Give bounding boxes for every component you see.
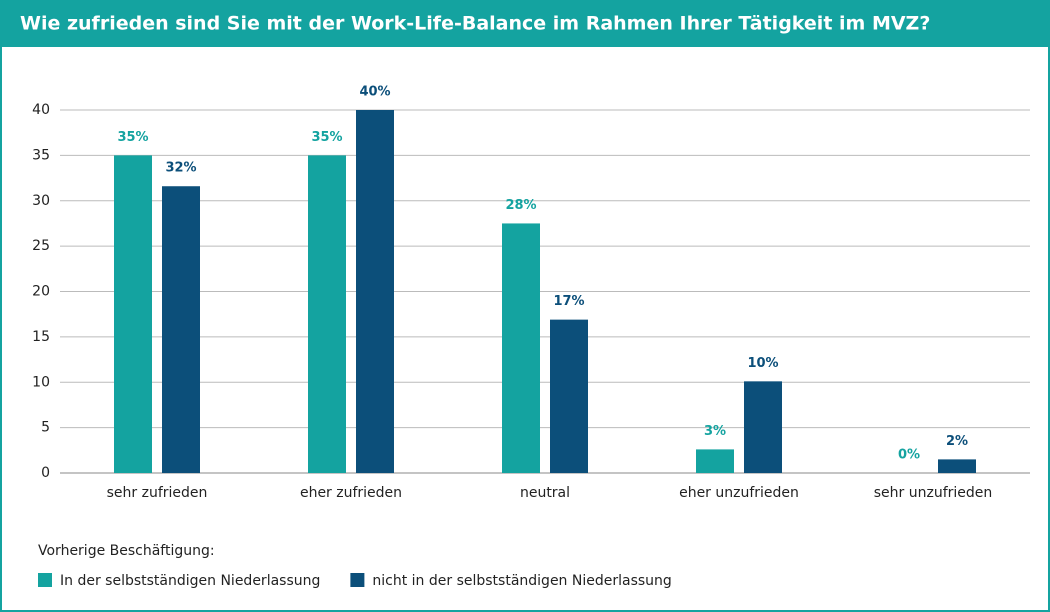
bar xyxy=(356,110,394,473)
y-tick-label: 30 xyxy=(32,193,50,209)
x-tick-label: eher zufrieden xyxy=(300,485,402,501)
legend-label: nicht in der selbstständigen Niederlassu… xyxy=(372,573,671,589)
bar xyxy=(696,449,734,473)
x-tick-label: sehr unzufrieden xyxy=(874,485,993,501)
value-label: 3% xyxy=(704,424,726,439)
value-label: 0% xyxy=(898,448,920,463)
value-label: 17% xyxy=(553,294,584,309)
value-label: 28% xyxy=(505,198,536,213)
y-tick-label: 5 xyxy=(41,420,50,436)
y-tick-label: 35 xyxy=(32,147,50,163)
value-label: 35% xyxy=(311,130,342,145)
y-tick-label: 25 xyxy=(32,238,50,254)
bar xyxy=(502,223,540,473)
header xyxy=(0,0,1050,47)
bar xyxy=(938,459,976,473)
bar xyxy=(744,381,782,473)
chart-title: Wie zufrieden sind Sie mit der Work-Life… xyxy=(20,13,930,35)
legend-label: In der selbstständigen Niederlassung xyxy=(60,573,320,589)
value-label: 40% xyxy=(359,85,390,100)
y-tick-label: 0 xyxy=(41,465,50,481)
y-tick-label: 10 xyxy=(32,374,50,390)
bar xyxy=(308,155,346,473)
y-tick-label: 20 xyxy=(32,284,50,300)
legend-swatch xyxy=(350,573,365,587)
bar xyxy=(550,319,588,473)
x-tick-label: neutral xyxy=(520,485,570,501)
y-tick-label: 40 xyxy=(32,102,50,118)
legend-title: Vorherige Beschäftigung: xyxy=(38,543,215,559)
bar xyxy=(162,186,200,474)
value-label: 10% xyxy=(747,356,778,371)
bar xyxy=(114,155,152,473)
value-label: 35% xyxy=(117,130,148,145)
x-tick-label: eher unzufrieden xyxy=(679,485,799,501)
value-label: 2% xyxy=(946,434,968,449)
y-tick-label: 15 xyxy=(32,329,50,345)
legend-swatch xyxy=(38,573,52,587)
x-tick-label: sehr zufrieden xyxy=(107,485,208,501)
value-label: 32% xyxy=(165,161,196,176)
